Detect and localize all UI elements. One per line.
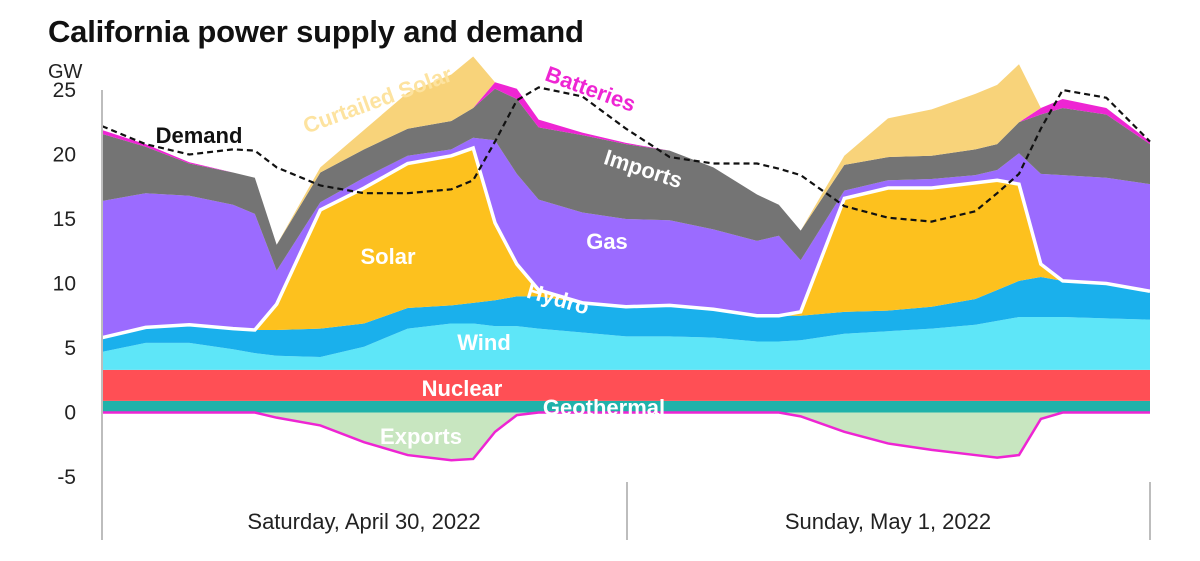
- area-wind: [102, 317, 1150, 370]
- y-tick-label: 15: [53, 208, 76, 231]
- day-label: Saturday, April 30, 2022: [247, 509, 480, 534]
- chart-title: California power supply and demand: [48, 14, 584, 49]
- battery-charging-edge: [102, 411, 1150, 462]
- series-label-demand: Demand: [156, 123, 243, 148]
- day-label: Sunday, May 1, 2022: [785, 509, 991, 534]
- solar-outline: [101, 145, 1151, 340]
- y-tick-label: -5: [57, 466, 76, 489]
- area-exports: [102, 412, 1150, 461]
- area-geothermal: [102, 400, 1150, 413]
- demand-line: [101, 86, 1151, 223]
- area-hydro: [102, 277, 1150, 358]
- y-tick-label: 0: [64, 402, 76, 425]
- area-solar: [102, 148, 1150, 338]
- y-tick-label: 20: [53, 144, 76, 167]
- series-label-nuclear: Nuclear: [422, 376, 503, 401]
- area-imports: [102, 88, 1150, 271]
- y-tick-label: 10: [53, 273, 76, 296]
- outline-lines: [101, 86, 1151, 462]
- series-label-solar: Solar: [360, 244, 415, 269]
- area-nuclear: [102, 369, 1150, 401]
- series-label-geothermal: Geothermal: [543, 395, 665, 420]
- series-label-gas: Gas: [586, 229, 628, 254]
- area-curtailed-solar: [102, 56, 1150, 245]
- series-label-exports: Exports: [380, 424, 462, 449]
- series-label-batteries: Batteries: [542, 61, 639, 117]
- y-tick-label: 25: [53, 79, 76, 102]
- y-tick-label: 5: [64, 337, 76, 360]
- series-label-wind: Wind: [457, 330, 511, 355]
- y-axis-unit: GW: [48, 61, 83, 83]
